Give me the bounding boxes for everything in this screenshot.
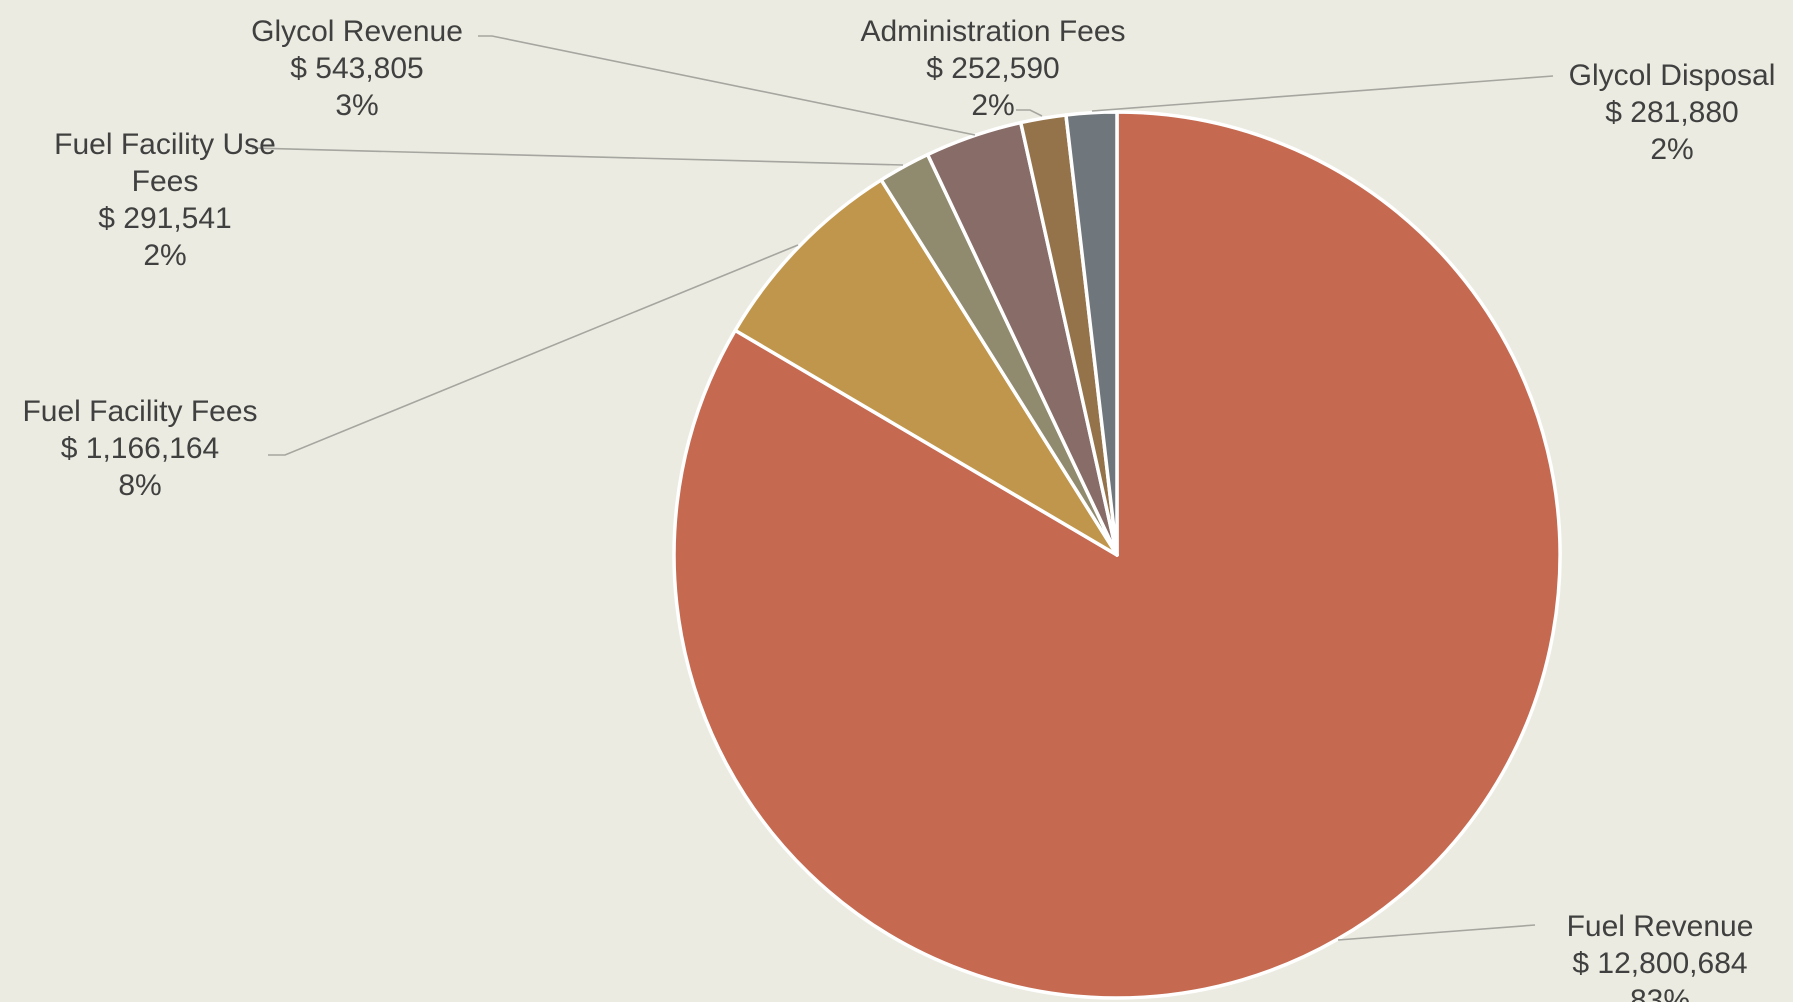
- data-label-amount-fuel-revenue: $ 12,800,684: [1572, 947, 1747, 980]
- leader-line-administration-fees: [1016, 109, 1043, 117]
- leader-line-fuel-revenue: [1337, 924, 1536, 941]
- data-label-name-glycol-disposal: Glycol Disposal: [1569, 59, 1776, 92]
- data-label-percent-fuel-facility-fees: 8%: [118, 469, 161, 502]
- pie-slice-glycol-disposal: [1064, 110, 1119, 557]
- data-label-amount-glycol-revenue: $ 543,805: [290, 52, 423, 85]
- leader-line-fuel-facility-use-fees: [251, 147, 904, 166]
- leader-line-glycol-revenue: [478, 35, 976, 136]
- data-label-glycol-revenue: Glycol Revenue $ 543,805 3%: [251, 15, 463, 122]
- data-label-name-fuel-facility-use-fees: Fees: [132, 165, 199, 198]
- leader-line-fuel-facility-fees: [268, 244, 799, 456]
- data-label-fuel-facility-fees: Fuel Facility Fees $ 1,166,164 8%: [22, 395, 257, 502]
- data-label-fuel-facility-use-fees: Fuel Facility Use Fees $ 291,541 2%: [54, 128, 276, 272]
- data-label-amount-fuel-facility-use-fees: $ 291,541: [98, 202, 231, 235]
- data-label-percent-fuel-revenue: 83%: [1630, 984, 1690, 1002]
- data-label-percent-glycol-revenue: 3%: [335, 89, 378, 122]
- pie-slice-fuel-facility-fees: [733, 178, 1119, 557]
- data-label-amount-administration-fees: $ 252,590: [926, 52, 1059, 85]
- data-label-name-fuel-facility-fees: Fuel Facility Fees: [22, 395, 257, 428]
- data-label-name-administration-fees: Administration Fees: [860, 15, 1125, 48]
- leader-line-glycol-disposal: [1091, 75, 1554, 112]
- data-label-amount-fuel-facility-fees: $ 1,166,164: [61, 432, 219, 465]
- data-label-glycol-disposal: Glycol Disposal $ 281,880 2%: [1569, 59, 1776, 166]
- data-label-percent-administration-fees: 2%: [971, 89, 1014, 122]
- data-label-name-fuel-revenue: Fuel Revenue: [1567, 910, 1754, 943]
- data-label-percent-fuel-facility-use-fees: 2%: [143, 239, 186, 272]
- data-label-fuel-revenue: Fuel Revenue $ 12,800,684 83%: [1567, 910, 1754, 1002]
- data-label-percent-glycol-disposal: 2%: [1650, 133, 1693, 166]
- data-label-administration-fees: Administration Fees $ 252,590 2%: [860, 15, 1125, 122]
- data-label-name-fuel-facility-use-fees: Fuel Facility Use: [54, 128, 276, 161]
- data-label-amount-glycol-disposal: $ 281,880: [1605, 96, 1738, 129]
- data-label-name-glycol-revenue: Glycol Revenue: [251, 15, 463, 48]
